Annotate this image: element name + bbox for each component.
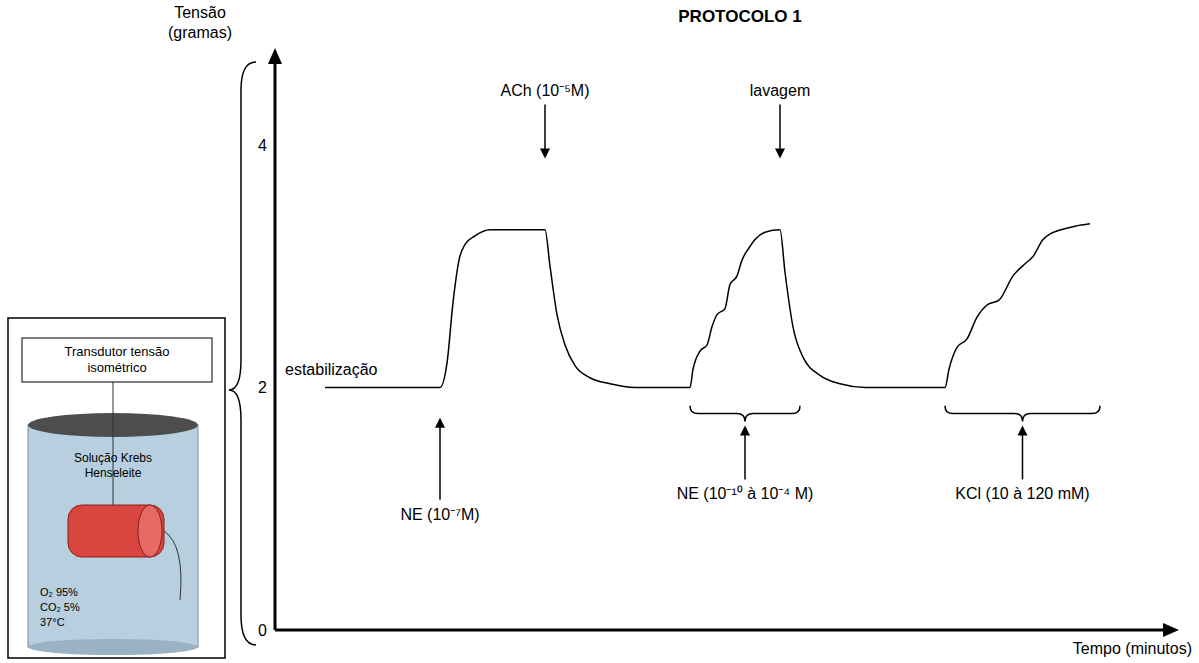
svg-text:(gramas): (gramas) [168, 24, 232, 41]
svg-text:37°C: 37°C [40, 616, 65, 628]
svg-text:2: 2 [258, 379, 267, 396]
svg-text:ACh (10⁻⁵M): ACh (10⁻⁵M) [501, 82, 590, 99]
svg-text:Tensão: Tensão [174, 4, 226, 21]
svg-text:Transdutor tensão: Transdutor tensão [64, 344, 169, 359]
svg-text:NE (10⁻¹⁰ à 10⁻⁴ M): NE (10⁻¹⁰ à 10⁻⁴ M) [677, 485, 814, 502]
svg-text:Tempo (minutos): Tempo (minutos) [1073, 640, 1192, 657]
svg-text:0: 0 [258, 622, 267, 639]
svg-text:estabilização: estabilização [285, 361, 378, 378]
svg-text:Henseleite: Henseleite [85, 466, 142, 480]
svg-text:O₂ 95%: O₂ 95% [40, 586, 78, 598]
svg-text:4: 4 [258, 137, 267, 154]
svg-text:CO₂ 5%: CO₂ 5% [40, 601, 80, 613]
svg-text:Solução Krebs: Solução Krebs [74, 451, 152, 465]
svg-text:lavagem: lavagem [750, 82, 810, 99]
svg-text:KCl (10 à 120 mM): KCl (10 à 120 mM) [955, 485, 1089, 502]
svg-text:NE (10⁻⁷M): NE (10⁻⁷M) [400, 506, 479, 523]
svg-text:isométrico: isométrico [87, 360, 146, 375]
svg-text:PROTOCOLO 1: PROTOCOLO 1 [678, 7, 801, 26]
